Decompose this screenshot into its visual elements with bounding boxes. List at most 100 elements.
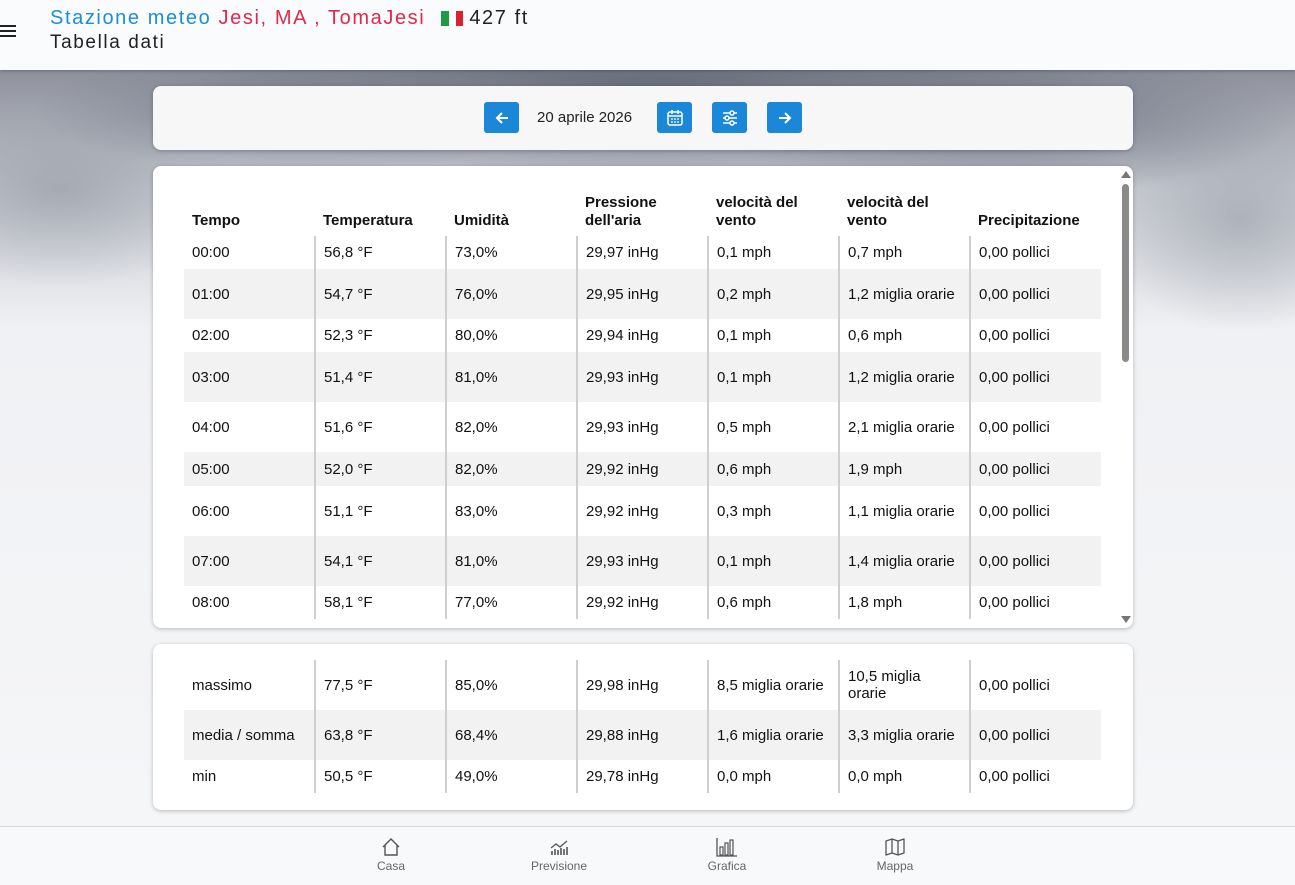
home-icon: [382, 838, 400, 856]
table-cell: 01:00: [184, 269, 315, 319]
table-cell: 02:00: [192, 327, 230, 344]
table-cell: 29,92 inHg: [576, 586, 708, 619]
table-cell: 0,7 mph: [838, 236, 970, 269]
table-cell: 0,0 mph: [838, 760, 970, 793]
summary-row: min 50,5 °F 49,0% 29,78 inHg 0,0 mph 0,0 mph 0…: [184, 760, 1101, 793]
hourly-data-table: Tempo Temperatura Umidità Pressione dell…: [184, 172, 1101, 619]
table-cell: 04:00: [192, 418, 230, 436]
scroll-up-icon[interactable]: [1121, 171, 1131, 178]
next-day-button[interactable]: [767, 102, 802, 133]
arrow-left-icon: [495, 111, 508, 124]
table-row: 06:00 51,1 °F 83,0% 29,92 inHg 0,3 mph 1,1 mi…: [184, 486, 1101, 536]
column-header[interactable]: Umidità: [454, 212, 510, 229]
table-cell: 07:00: [184, 536, 315, 586]
table-cell: 0,00 pollici: [969, 402, 1101, 452]
prev-day-button[interactable]: [484, 102, 519, 133]
column-header[interactable]: Pressione dell'aria: [585, 194, 657, 229]
table-cell: 1,4 miglia orarie: [838, 536, 970, 586]
table-cell: 83,0%: [445, 486, 577, 536]
column-header[interactable]: Temperatura: [323, 212, 413, 229]
column-header[interactable]: velocità del vento: [847, 194, 929, 229]
table-cell: 0,00 pollici: [969, 710, 1101, 760]
nav-charts-label: Grafica: [707, 859, 747, 873]
table-cell: 06:00: [192, 502, 230, 520]
table-cell: 52,3 °F: [314, 319, 446, 352]
summary-row: massimo 77,5 °F 85,0% 29,98 inHg 8,5 miglia …: [184, 660, 1101, 710]
table-header-row: Tempo Temperatura Umidità Pressione dell…: [184, 172, 1101, 236]
table-row: 00:00 56,8 °F 73,0% 29,97 inHg 0,1 mph 0,7 mp…: [184, 236, 1101, 269]
table-cell: 10,5 miglia orarie: [838, 660, 970, 710]
current-date: 20 aprile 2026: [537, 109, 633, 126]
settings-button[interactable]: [712, 102, 747, 133]
table-row: 08:00 58,1 °F 77,0% 29,92 inHg 0,6 mph 1,8 mp…: [184, 586, 1101, 619]
menu-icon[interactable]: [0, 22, 18, 38]
table-cell: 29,94 inHg: [576, 319, 708, 352]
table-cell: 0,00 pollici: [969, 352, 1101, 402]
map-icon: [885, 838, 905, 856]
app-header: Stazione meteo Jesi, MA , TomaJesi 427 f…: [0, 0, 1295, 70]
table-cell: 29,97 inHg: [576, 236, 708, 269]
column-header[interactable]: Precipitazione: [978, 212, 1080, 229]
table-cell: 56,8 °F: [314, 236, 446, 269]
scroll-down-icon[interactable]: [1121, 616, 1131, 623]
table-row: 02:00 52,3 °F 80,0% 29,94 inHg 0,1 mph 0,6 mp…: [184, 319, 1101, 352]
table-cell: 68,4%: [445, 710, 577, 760]
table-cell: 82,0%: [445, 402, 577, 452]
table-cell: 8,5 miglia orarie: [707, 660, 839, 710]
table-cell: 0,1 mph: [707, 319, 839, 352]
sliders-icon: [722, 109, 737, 126]
table-cell: 58,1 °F: [314, 586, 446, 619]
table-cell: 81,0%: [445, 352, 577, 402]
table-cell: 0,00 pollici: [969, 236, 1101, 269]
station-prefix: Stazione meteo: [50, 7, 212, 29]
station-location: Jesi, MA , TomaJesi: [218, 7, 426, 29]
table-cell: 0,6 mph: [707, 452, 839, 486]
nav-forecast[interactable]: Previsione: [499, 837, 619, 873]
nav-map-label: Mappa: [876, 859, 914, 873]
table-row: 07:00 54,1 °F 81,0% 29,93 inHg 0,1 mph 1,4 mi…: [184, 536, 1101, 586]
column-header[interactable]: velocità del vento: [716, 194, 798, 229]
calendar-button[interactable]: [657, 102, 692, 133]
table-cell: 29,88 inHg: [576, 710, 708, 760]
table-cell: 29,95 inHg: [576, 269, 708, 319]
table-cell: 29,98 inHg: [576, 660, 708, 710]
table-cell: 29,93 inHg: [576, 536, 708, 586]
table-cell: 1,8 mph: [838, 586, 970, 619]
scrollbar-thumb[interactable]: [1122, 184, 1129, 362]
table-cell: 08:00: [192, 594, 230, 611]
table-cell: 77,5 °F: [314, 660, 446, 710]
table-cell: 29,92 inHg: [576, 452, 708, 486]
table-cell: 0,00 pollici: [969, 486, 1101, 536]
table-cell: 29,78 inHg: [576, 760, 708, 793]
table-cell: 81,0%: [445, 536, 577, 586]
nav-forecast-label: Previsione: [530, 859, 588, 873]
table-cell: min: [192, 768, 217, 785]
summary-row: media / somma 63,8 °F 68,4% 29,88 inHg 1,6 m…: [184, 710, 1101, 760]
table-cell: 0,00 pollici: [969, 452, 1101, 486]
table-cell: 0,0 mph: [707, 760, 839, 793]
table-cell: 82,0%: [445, 452, 577, 486]
table-cell: 50,5 °F: [314, 760, 446, 793]
station-title: Stazione meteo Jesi, MA , TomaJesi 427 f…: [50, 7, 529, 30]
table-cell: 0,2 mph: [707, 269, 839, 319]
nav-home[interactable]: Casa: [331, 837, 451, 873]
table-scrollbar[interactable]: [1119, 166, 1133, 628]
table-cell: 29,93 inHg: [576, 402, 708, 452]
table-cell: 29,93 inHg: [576, 352, 708, 402]
table-cell: 03:00: [184, 352, 315, 402]
table-cell: 1,6 miglia orarie: [707, 710, 839, 760]
nav-map[interactable]: Mappa: [835, 837, 955, 873]
column-header[interactable]: Tempo: [192, 212, 241, 229]
station-elevation: 427 ft: [469, 7, 529, 29]
table-cell: 0,1 mph: [707, 236, 839, 269]
table-cell: 0,00 pollici: [969, 319, 1101, 352]
table-cell: 0,6 mph: [707, 586, 839, 619]
table-cell: 0,00 pollici: [969, 269, 1101, 319]
arrow-right-icon: [778, 111, 791, 124]
nav-charts[interactable]: Grafica: [667, 837, 787, 873]
table-cell: 0,00 pollici: [969, 536, 1101, 586]
summary-table: massimo 77,5 °F 85,0% 29,98 inHg 8,5 miglia …: [184, 660, 1101, 793]
table-cell: 05:00: [184, 452, 315, 486]
bar-chart-icon: [716, 838, 737, 857]
table-cell: 1,1 miglia orarie: [838, 486, 970, 536]
